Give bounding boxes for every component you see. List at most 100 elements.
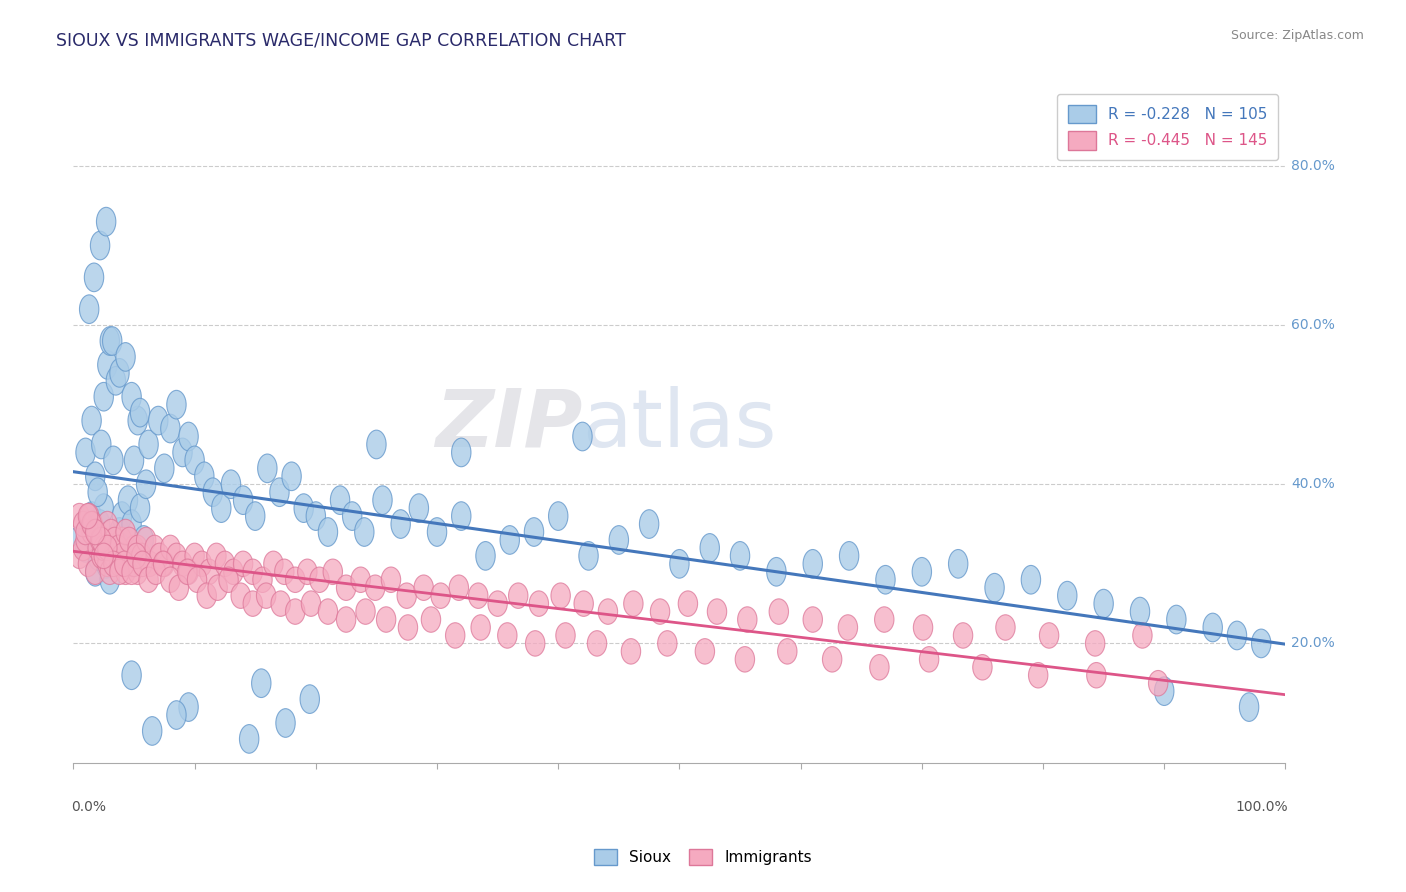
- Ellipse shape: [207, 543, 226, 568]
- Ellipse shape: [876, 566, 896, 594]
- Ellipse shape: [83, 511, 103, 537]
- Ellipse shape: [167, 391, 186, 419]
- Ellipse shape: [110, 559, 129, 584]
- Ellipse shape: [526, 631, 546, 657]
- Ellipse shape: [97, 207, 115, 236]
- Ellipse shape: [194, 462, 214, 491]
- Ellipse shape: [86, 558, 105, 586]
- Ellipse shape: [177, 559, 197, 584]
- Ellipse shape: [84, 263, 104, 292]
- Ellipse shape: [97, 351, 117, 379]
- Ellipse shape: [82, 406, 101, 435]
- Ellipse shape: [186, 446, 204, 475]
- Ellipse shape: [90, 509, 110, 539]
- Ellipse shape: [73, 511, 93, 537]
- Ellipse shape: [471, 615, 491, 640]
- Text: 80.0%: 80.0%: [1292, 159, 1336, 173]
- Ellipse shape: [468, 583, 488, 608]
- Ellipse shape: [193, 551, 211, 576]
- Ellipse shape: [122, 559, 141, 584]
- Ellipse shape: [323, 559, 343, 584]
- Ellipse shape: [150, 543, 169, 568]
- Ellipse shape: [803, 549, 823, 578]
- Ellipse shape: [243, 591, 263, 616]
- Ellipse shape: [231, 583, 250, 608]
- Ellipse shape: [449, 575, 468, 600]
- Ellipse shape: [101, 519, 121, 545]
- Ellipse shape: [498, 623, 517, 648]
- Ellipse shape: [94, 383, 114, 411]
- Ellipse shape: [588, 631, 607, 657]
- Ellipse shape: [953, 623, 973, 648]
- Ellipse shape: [356, 599, 375, 624]
- Ellipse shape: [551, 583, 571, 608]
- Ellipse shape: [186, 543, 204, 568]
- Ellipse shape: [678, 591, 697, 616]
- Ellipse shape: [707, 599, 727, 624]
- Ellipse shape: [219, 567, 238, 592]
- Ellipse shape: [984, 574, 1004, 602]
- Ellipse shape: [427, 517, 447, 546]
- Ellipse shape: [233, 551, 253, 576]
- Ellipse shape: [110, 517, 129, 546]
- Ellipse shape: [104, 446, 124, 475]
- Ellipse shape: [90, 527, 110, 553]
- Ellipse shape: [475, 541, 495, 570]
- Ellipse shape: [76, 533, 96, 562]
- Ellipse shape: [352, 567, 370, 592]
- Ellipse shape: [70, 503, 89, 529]
- Ellipse shape: [285, 599, 305, 624]
- Ellipse shape: [73, 535, 93, 561]
- Ellipse shape: [1239, 693, 1258, 722]
- Ellipse shape: [120, 527, 139, 553]
- Ellipse shape: [167, 701, 186, 730]
- Ellipse shape: [105, 535, 125, 561]
- Text: SIOUX VS IMMIGRANTS WAGE/INCOME GAP CORRELATION CHART: SIOUX VS IMMIGRANTS WAGE/INCOME GAP CORR…: [56, 31, 626, 49]
- Ellipse shape: [80, 503, 98, 529]
- Ellipse shape: [995, 615, 1015, 640]
- Ellipse shape: [1039, 623, 1059, 648]
- Ellipse shape: [766, 558, 786, 586]
- Ellipse shape: [79, 517, 97, 546]
- Ellipse shape: [446, 623, 465, 648]
- Ellipse shape: [97, 535, 117, 561]
- Ellipse shape: [94, 527, 114, 553]
- Text: 0.0%: 0.0%: [70, 800, 105, 814]
- Ellipse shape: [257, 454, 277, 483]
- Ellipse shape: [208, 575, 228, 600]
- Ellipse shape: [276, 708, 295, 738]
- Ellipse shape: [1087, 663, 1107, 688]
- Ellipse shape: [252, 669, 271, 698]
- Ellipse shape: [160, 414, 180, 442]
- Ellipse shape: [1130, 598, 1150, 626]
- Ellipse shape: [509, 583, 527, 608]
- Ellipse shape: [875, 607, 894, 632]
- Ellipse shape: [336, 607, 356, 632]
- Ellipse shape: [1133, 623, 1152, 648]
- Ellipse shape: [778, 639, 797, 665]
- Ellipse shape: [609, 525, 628, 554]
- Ellipse shape: [139, 567, 159, 592]
- Ellipse shape: [104, 551, 124, 576]
- Ellipse shape: [115, 343, 135, 371]
- Ellipse shape: [91, 543, 111, 568]
- Ellipse shape: [524, 517, 544, 546]
- Ellipse shape: [145, 535, 165, 561]
- Ellipse shape: [695, 639, 714, 665]
- Ellipse shape: [97, 551, 117, 576]
- Ellipse shape: [354, 517, 374, 546]
- Ellipse shape: [169, 575, 188, 600]
- Ellipse shape: [105, 527, 124, 553]
- Ellipse shape: [1154, 677, 1174, 706]
- Ellipse shape: [122, 551, 141, 576]
- Ellipse shape: [136, 527, 156, 553]
- Ellipse shape: [803, 607, 823, 632]
- Ellipse shape: [76, 438, 96, 467]
- Ellipse shape: [179, 559, 198, 584]
- Ellipse shape: [301, 591, 321, 616]
- Ellipse shape: [118, 543, 138, 568]
- Ellipse shape: [285, 567, 305, 592]
- Ellipse shape: [110, 359, 129, 387]
- Ellipse shape: [700, 533, 720, 562]
- Ellipse shape: [108, 535, 128, 561]
